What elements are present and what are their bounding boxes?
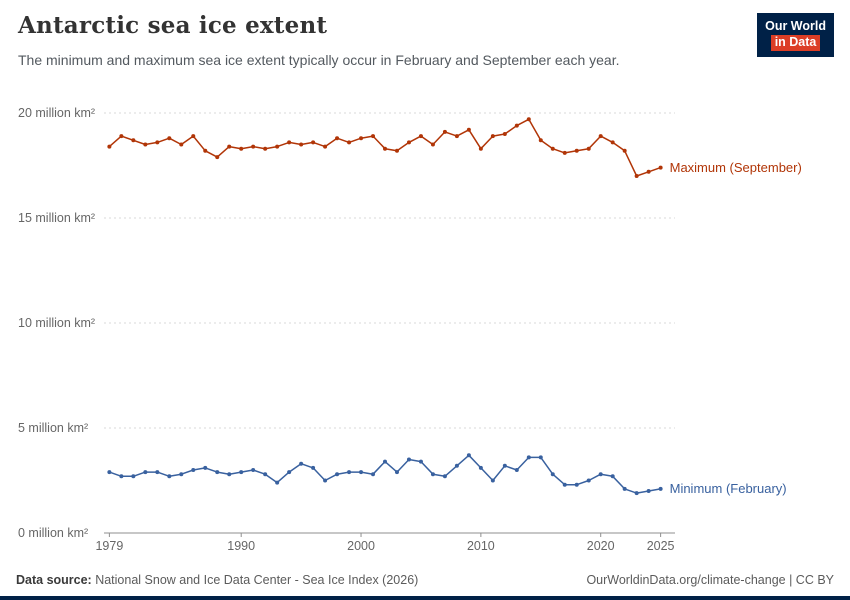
y-tick-label: 5 million km² — [18, 421, 88, 435]
y-tick-label: 10 million km² — [18, 316, 95, 330]
y-tick-label: 0 million km² — [18, 526, 88, 540]
series-maximum — [107, 117, 663, 178]
series-label-minimum: Minimum (February) — [669, 480, 787, 496]
x-tick-label: 1979 — [95, 539, 123, 553]
x-tick-label: 2020 — [587, 539, 615, 553]
owid-logo-line2: in Data — [770, 35, 821, 51]
data-source-text: National Snow and Ice Data Center - Sea … — [91, 573, 419, 587]
license-credit: OurWorldinData.org/climate-change | CC B… — [586, 573, 834, 587]
x-tick-label: 1990 — [227, 539, 255, 553]
owid-logo-line1: Our World — [765, 19, 826, 33]
chart-footer: Data source: National Snow and Ice Data … — [0, 573, 850, 587]
owid-logo: Our World in Data — [757, 13, 834, 57]
data-source: Data source: National Snow and Ice Data … — [16, 573, 418, 587]
x-tick-label: 2025 — [647, 539, 675, 553]
y-tick-label: 20 million km² — [18, 106, 95, 120]
owid-bottom-bar — [0, 596, 850, 600]
chart-title: Antarctic sea ice extent — [18, 12, 328, 39]
chart-subtitle: The minimum and maximum sea ice extent t… — [18, 52, 620, 68]
series-minimum — [107, 453, 663, 496]
x-tick-label: 2000 — [347, 539, 375, 553]
data-source-label: Data source: — [16, 573, 92, 587]
y-tick-label: 15 million km² — [18, 211, 95, 225]
line-chart-canvas: 0 million km² 5 million km² 10 million km²… — [18, 106, 675, 553]
series-label-maximum: Maximum (September) — [669, 159, 802, 175]
x-tick-label: 2010 — [467, 539, 495, 553]
